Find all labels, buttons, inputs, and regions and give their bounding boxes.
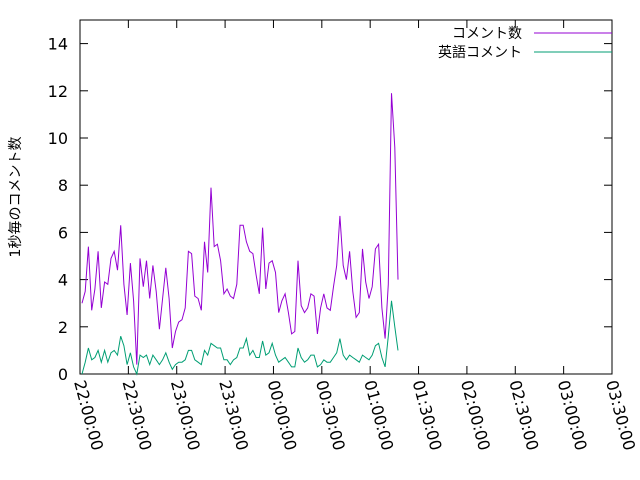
y-axis-label: 1秒毎のコメント数 [8, 137, 24, 258]
x-tick-label: 23:30:00 [215, 378, 252, 452]
y-tick-label: 12 [48, 82, 68, 101]
x-tick-label: 01:30:00 [409, 378, 446, 452]
y-tick-label: 0 [58, 365, 68, 384]
y-tick-label: 8 [58, 176, 68, 195]
plot-frame [79, 19, 613, 375]
x-tick-label: 03:00:00 [554, 378, 591, 452]
legend-label-2: 英語コメント [438, 44, 522, 61]
x-tick-label: 23:00:00 [167, 378, 204, 452]
x-axis: 22:00:00 22:30:00 23:00:00 23:30:00 00:00:00… [70, 20, 639, 452]
y-axis: 0 2 4 6 8 10 12 14 [48, 35, 612, 384]
x-tick-label: 22:00:00 [70, 378, 107, 452]
series-line-1 [81, 93, 399, 365]
x-tick-label: 02:30:00 [505, 378, 542, 452]
y-tick-label: 6 [58, 223, 68, 242]
series-line-2 [81, 300, 399, 376]
x-tick-label: 02:00:00 [457, 378, 494, 452]
x-tick-label: 03:30:00 [602, 378, 639, 452]
x-tick-label: 01:00:00 [360, 378, 397, 452]
y-tick-label: 10 [48, 129, 68, 148]
series-layer [81, 93, 399, 376]
x-tick-label: 22:30:00 [118, 378, 155, 452]
x-tick-label: 00:30:00 [312, 378, 349, 452]
legend-label-1: コメント数 [452, 26, 522, 42]
y-tick-label: 4 [58, 271, 68, 290]
y-tick-label: 14 [48, 35, 68, 54]
x-tick-label: 00:00:00 [264, 378, 301, 452]
y-tick-label: 2 [58, 318, 68, 337]
